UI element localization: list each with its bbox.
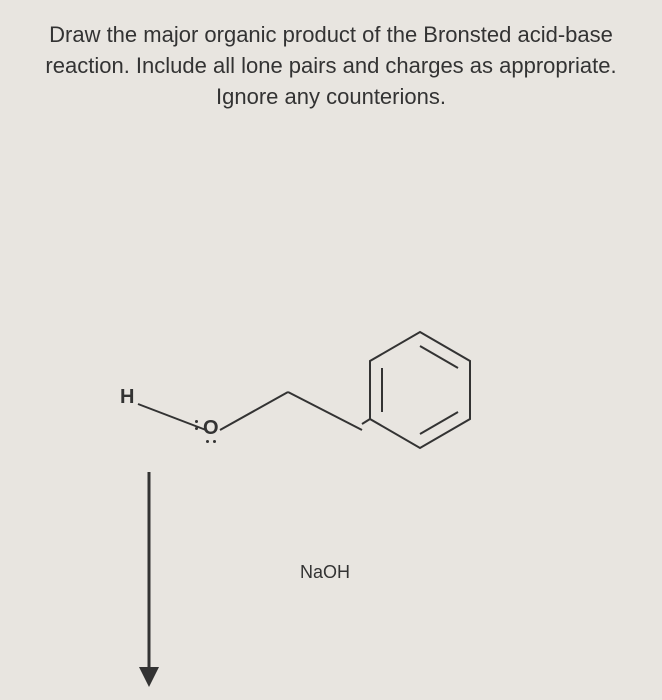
reagent-label: NaOH <box>300 562 350 583</box>
arrow-head-icon <box>139 667 159 687</box>
chemistry-diagram: H O NaOH <box>20 152 642 652</box>
benzene-svg <box>360 212 480 512</box>
arrow-svg <box>134 472 164 692</box>
benzene-inner-bond-3 <box>420 346 458 368</box>
oxygen-atom-label: O <box>203 417 219 440</box>
lone-pair-left <box>195 420 198 430</box>
benzene-inner-bond-2 <box>420 412 458 434</box>
reaction-arrow-down <box>134 472 164 697</box>
lone-pair-bottom <box>206 440 216 443</box>
question-line1: Draw the major organic product of the Br… <box>49 22 613 47</box>
question-line2: reaction. Include all lone pairs and cha… <box>45 53 616 78</box>
question-text: Draw the major organic product of the Br… <box>20 20 642 112</box>
bond-o-c <box>220 392 288 430</box>
benzene-ring <box>360 212 480 517</box>
bond-c-c <box>288 392 362 430</box>
hydrogen-atom-label: H <box>120 386 134 409</box>
question-line3: Ignore any counterions. <box>216 84 446 109</box>
benzene-substituent-bond <box>362 419 370 424</box>
benzene-hexagon <box>370 332 470 448</box>
